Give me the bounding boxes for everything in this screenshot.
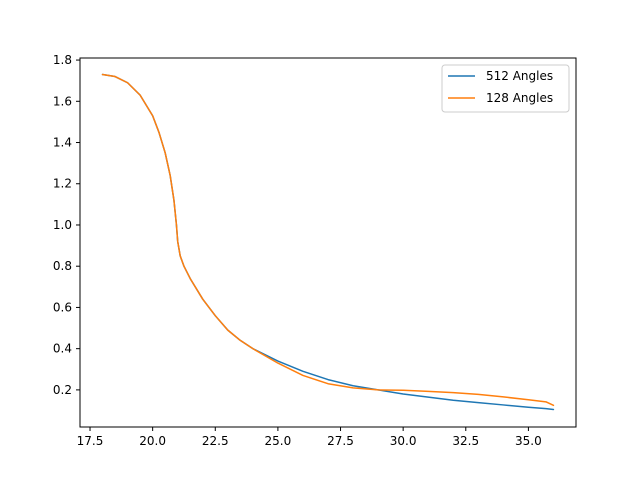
x-tick-label: 25.0 bbox=[265, 434, 292, 448]
y-tick-label: 1.4 bbox=[53, 136, 72, 150]
x-tick-label: 22.5 bbox=[202, 434, 229, 448]
legend-label: 128 Angles bbox=[486, 91, 553, 105]
y-tick-label: 1.0 bbox=[53, 218, 72, 232]
x-tick-label: 35.0 bbox=[515, 434, 542, 448]
legend: 512 Angles 128 Angles bbox=[441, 64, 570, 113]
y-tick-label: 0.2 bbox=[53, 383, 72, 397]
y-tick-label: 1.8 bbox=[53, 53, 72, 67]
y-tick-label: 0.8 bbox=[53, 259, 72, 273]
series-layer bbox=[101, 73, 555, 411]
x-tick-label: 20.0 bbox=[139, 434, 166, 448]
x-tick-label: 27.5 bbox=[327, 434, 354, 448]
axes-frame bbox=[79, 57, 577, 428]
x-tick-label: 32.5 bbox=[452, 434, 479, 448]
series-line-2 bbox=[101, 73, 555, 407]
legend-label: 512 Angles bbox=[486, 69, 553, 83]
x-tick-label: 17.5 bbox=[77, 434, 104, 448]
series-line-1 bbox=[101, 73, 555, 411]
y-tick-label: 1.6 bbox=[53, 94, 72, 108]
tick-layer: 17.5 20.0 22.5 25.0 27.5 30.0 32.5 35.0 0.2 0.4 0.… bbox=[53, 53, 542, 448]
y-tick-label: 1.2 bbox=[53, 177, 72, 191]
y-tick-label: 0.4 bbox=[53, 342, 72, 356]
y-tick-label: 0.6 bbox=[53, 300, 72, 314]
x-tick-label: 30.0 bbox=[390, 434, 417, 448]
